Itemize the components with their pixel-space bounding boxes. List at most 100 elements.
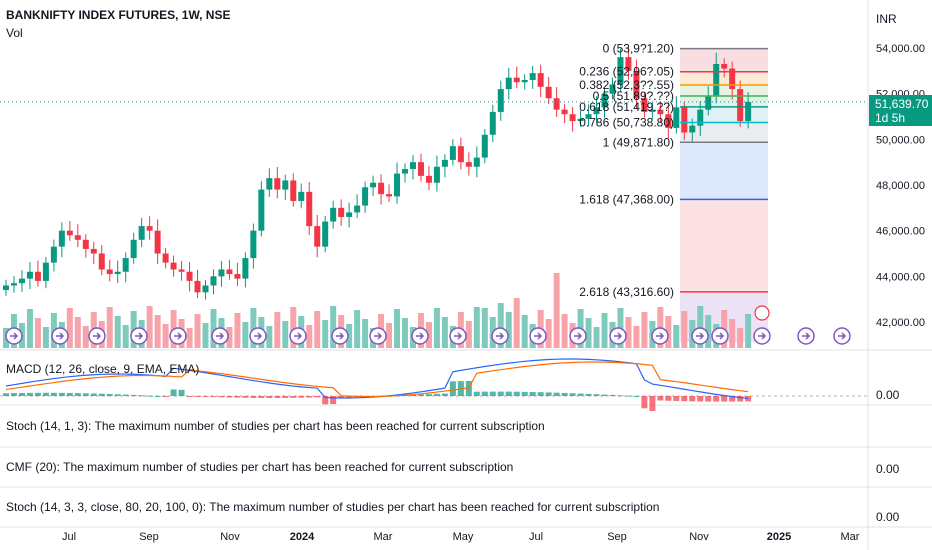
candle-body	[162, 253, 169, 263]
macd-histogram-bar	[601, 394, 608, 396]
volume-bar	[34, 318, 41, 348]
macd-histogram-bar	[234, 396, 241, 398]
chart-header: BANKNIFTY INDEX FUTURES, 1W, NSE Vol	[6, 8, 230, 40]
candle-body	[130, 239, 137, 259]
volume-bar	[330, 306, 337, 348]
candle-body	[258, 189, 265, 231]
event-arrow-icon	[93, 332, 102, 340]
candle-body	[50, 246, 57, 263]
event-marker-icon	[609, 327, 627, 345]
event-marker-icon	[211, 327, 229, 345]
candle-body	[298, 191, 305, 201]
candle-body	[481, 134, 488, 158]
event-marker-icon	[529, 327, 547, 345]
volume-bar	[242, 322, 249, 348]
volume-bar	[114, 316, 121, 348]
candle-body	[633, 70, 640, 99]
candle-body	[593, 107, 600, 115]
macd-histogram-bar	[3, 393, 9, 396]
candle-body	[713, 63, 720, 96]
candle-body	[106, 269, 113, 275]
volume-bar	[697, 306, 704, 348]
volume-bar	[633, 326, 640, 348]
macd-histogram-bar	[306, 396, 313, 398]
event-arrow-icon	[454, 332, 463, 340]
macd-histogram-bar	[18, 392, 25, 396]
y-tick-label: 48,000.00	[876, 180, 925, 192]
event-arrow-icon	[10, 332, 19, 340]
event-arrow-icon	[294, 332, 303, 340]
candle-body	[585, 114, 592, 119]
macd-legend[interactable]: MACD (12, 26, close, 9, EMA, EMA)	[6, 362, 200, 376]
volume-bar	[106, 307, 113, 348]
candle-body	[441, 159, 448, 167]
candle-body	[322, 221, 329, 247]
event-marker-icon	[651, 327, 669, 345]
volume-bar	[266, 326, 273, 348]
candle-body	[242, 258, 249, 279]
volume-label[interactable]: Vol	[6, 26, 23, 40]
candle-body	[537, 73, 544, 87]
volume-bar	[705, 315, 712, 348]
event-arrow-icon	[534, 332, 543, 340]
macd-histogram-bar	[186, 396, 193, 397]
macd-histogram-bar	[202, 396, 209, 397]
volume-bar	[505, 312, 512, 348]
event-marker-icon	[753, 327, 771, 345]
macd-histogram-bar	[417, 394, 424, 396]
stoch2-legend[interactable]: Stoch (14, 3, 3, close, 80, 20, 100, 0):…	[6, 500, 660, 514]
fib-zone	[680, 122, 768, 143]
macd-histogram-bar	[114, 394, 121, 396]
volume-bar	[122, 325, 129, 348]
currency-label[interactable]: INR	[876, 12, 897, 26]
cmf-legend[interactable]: CMF (20): The maximum number of studies …	[6, 460, 514, 474]
fib-label: 0.236 (52,96?.05)	[579, 65, 674, 79]
candle-body	[234, 274, 241, 279]
volume-bar	[473, 307, 480, 348]
volume-bar	[226, 327, 233, 348]
volume-bar	[82, 326, 89, 348]
fib-zone	[680, 85, 768, 97]
candle-body	[354, 205, 361, 213]
candle-body	[330, 207, 337, 222]
y-tick-label: 50,000.00	[876, 134, 925, 146]
macd-histogram-bar	[513, 391, 520, 396]
event-arrow-icon	[216, 332, 225, 340]
macd-histogram-bar	[138, 395, 145, 397]
candle-body	[425, 175, 432, 183]
volume-bar	[585, 318, 592, 348]
event-arrow-icon	[174, 332, 183, 340]
candle-body	[34, 271, 41, 281]
macd-histogram-bar	[409, 394, 416, 396]
candle-body	[705, 95, 712, 110]
volume-bar	[250, 308, 257, 348]
event-marker-icon	[88, 327, 106, 345]
volume-bar	[26, 309, 33, 348]
candle-body	[346, 212, 353, 217]
event-marker-icon	[491, 327, 509, 345]
candle-body	[306, 191, 313, 227]
y-tick-label: 54,000.00	[876, 43, 925, 55]
macd-histogram-bar	[298, 396, 305, 398]
candle-body	[218, 269, 225, 277]
x-tick-label: Mar	[374, 531, 393, 543]
event-marker-icon	[711, 327, 729, 345]
candle-body	[274, 178, 281, 190]
candle-body	[577, 118, 584, 122]
fib-zone	[680, 71, 768, 86]
macd-histogram-bar	[74, 393, 81, 396]
candle-body	[10, 283, 17, 286]
candle-body	[641, 98, 648, 112]
event-marker-icon	[51, 327, 69, 345]
stoch-legend[interactable]: Stoch (14, 1, 3): The maximum number of …	[6, 419, 545, 433]
candle-body	[689, 125, 696, 133]
volume-bar	[681, 311, 688, 348]
symbol-title[interactable]: BANKNIFTY INDEX FUTURES, 1W, NSE	[6, 8, 231, 22]
macd-histogram-bar	[665, 396, 672, 401]
candle-body	[170, 262, 177, 270]
volume-bar	[441, 317, 448, 348]
volume-bar	[194, 314, 201, 348]
macd-histogram-bar	[42, 392, 49, 396]
volume-bar	[322, 320, 329, 348]
